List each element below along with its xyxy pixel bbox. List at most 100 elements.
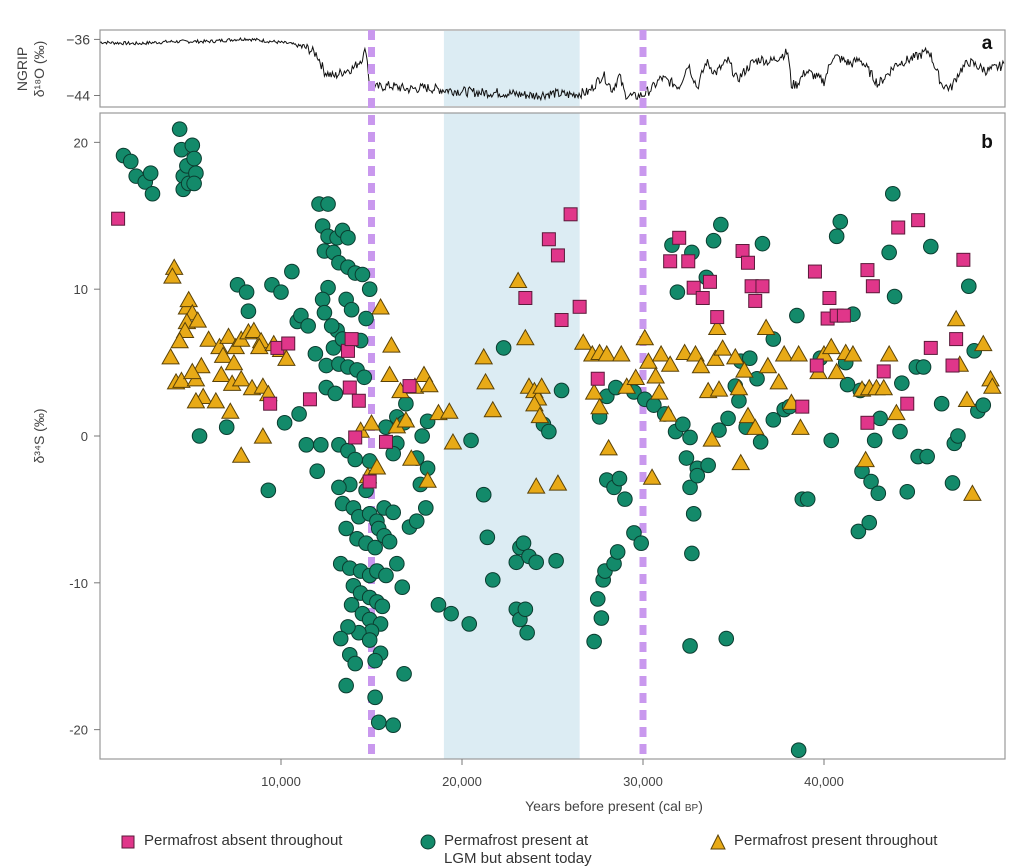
point-absent <box>911 213 926 228</box>
point-lgm <box>284 263 300 280</box>
point-lgm <box>593 610 610 626</box>
point-lgm <box>675 416 691 433</box>
point-throughout <box>646 366 666 384</box>
point-lgm <box>260 482 277 499</box>
point-throughout <box>224 353 244 371</box>
point-lgm <box>682 638 698 654</box>
point-lgm <box>752 434 769 450</box>
point-lgm <box>519 624 535 641</box>
point-lgm <box>327 385 344 402</box>
point-lgm <box>347 655 364 672</box>
point-lgm <box>240 303 257 320</box>
point-throughout <box>414 365 434 383</box>
point-throughout <box>206 391 226 409</box>
point-lgm <box>685 506 702 522</box>
point-lgm <box>340 619 356 635</box>
point-absent <box>945 358 960 373</box>
point-throughout <box>530 406 550 424</box>
point-throughout <box>731 453 751 471</box>
point-lgm <box>508 554 525 571</box>
point-throughout <box>946 309 966 327</box>
point-lgm <box>370 714 387 731</box>
panel-a-ylabel-line2: δ¹⁸O (‰) <box>31 41 47 97</box>
point-lgm <box>398 395 414 412</box>
point-lgm <box>705 232 722 249</box>
point-lgm <box>343 597 360 613</box>
point-lgm <box>340 229 356 246</box>
point-lgm <box>749 370 765 387</box>
point-throughout <box>584 383 604 400</box>
point-throughout <box>420 375 439 393</box>
point-throughout <box>821 337 841 355</box>
point-lgm <box>790 742 807 758</box>
panel-a-frame <box>99 29 1006 108</box>
point-throughout <box>758 356 778 374</box>
point-lgm <box>731 392 747 409</box>
point-throughout <box>973 334 993 352</box>
point-lgm <box>479 529 496 546</box>
point-throughout <box>649 383 669 400</box>
point-lgm <box>975 397 992 413</box>
point-lgm <box>186 175 202 192</box>
point-throughout <box>729 378 749 396</box>
point-absent <box>402 379 417 394</box>
point-lgm <box>461 616 478 632</box>
point-throughout <box>175 321 195 338</box>
point-lgm <box>394 579 411 596</box>
point-throughout <box>371 297 390 315</box>
point-throughout <box>179 290 199 308</box>
point-throughout <box>879 344 899 362</box>
point-throughout <box>827 362 847 380</box>
point-lgm <box>720 410 736 427</box>
point-throughout <box>707 318 727 336</box>
point-absent <box>263 396 278 411</box>
point-lgm <box>463 432 479 449</box>
point-absent <box>949 332 964 347</box>
point-lgm <box>839 376 856 393</box>
point-lgm <box>944 475 961 491</box>
y-tick-label-b: -10 <box>69 576 88 591</box>
point-absent <box>860 263 875 278</box>
legend-item-throughout: Permafrost present throughout <box>710 832 1000 868</box>
point-absent <box>748 293 763 308</box>
point-throughout <box>396 411 416 428</box>
point-throughout <box>188 311 208 328</box>
point-throughout <box>887 403 906 421</box>
point-lgm <box>184 137 201 154</box>
point-lgm <box>361 281 378 297</box>
point-lgm <box>191 428 208 444</box>
panel-label-a: a <box>982 33 993 54</box>
point-lgm <box>609 544 626 560</box>
legend-label-throughout: Permafrost present throughout <box>734 832 938 849</box>
point-throughout <box>525 394 544 412</box>
x-tick-label: 30,000 <box>623 774 663 789</box>
point-lgm <box>122 153 139 170</box>
point-lgm <box>343 301 360 318</box>
point-lgm <box>682 479 698 496</box>
point-throughout <box>182 362 202 380</box>
point-lgm <box>961 278 977 295</box>
point-throughout <box>626 368 646 385</box>
point-throughout <box>713 339 732 356</box>
point-lgm <box>356 369 373 386</box>
point-absent <box>348 430 363 445</box>
point-throughout <box>231 446 251 463</box>
point-throughout <box>599 438 618 456</box>
point-lgm <box>863 473 879 490</box>
point-absent <box>344 332 359 347</box>
point-throughout <box>675 343 694 360</box>
point-throughout <box>702 430 722 447</box>
x-tick-label: 20,000 <box>442 774 482 789</box>
point-throughout <box>756 318 776 336</box>
point-throughout <box>219 327 238 344</box>
point-lgm <box>291 406 307 422</box>
point-throughout <box>725 347 745 365</box>
point-lgm <box>850 523 867 540</box>
legend-triangle-icon <box>710 834 726 850</box>
point-throughout <box>476 372 495 390</box>
point-lgm <box>861 514 878 531</box>
point-lgm <box>354 266 371 283</box>
point-throughout <box>244 321 264 338</box>
point-throughout <box>483 400 503 418</box>
point-throughout <box>526 477 546 494</box>
